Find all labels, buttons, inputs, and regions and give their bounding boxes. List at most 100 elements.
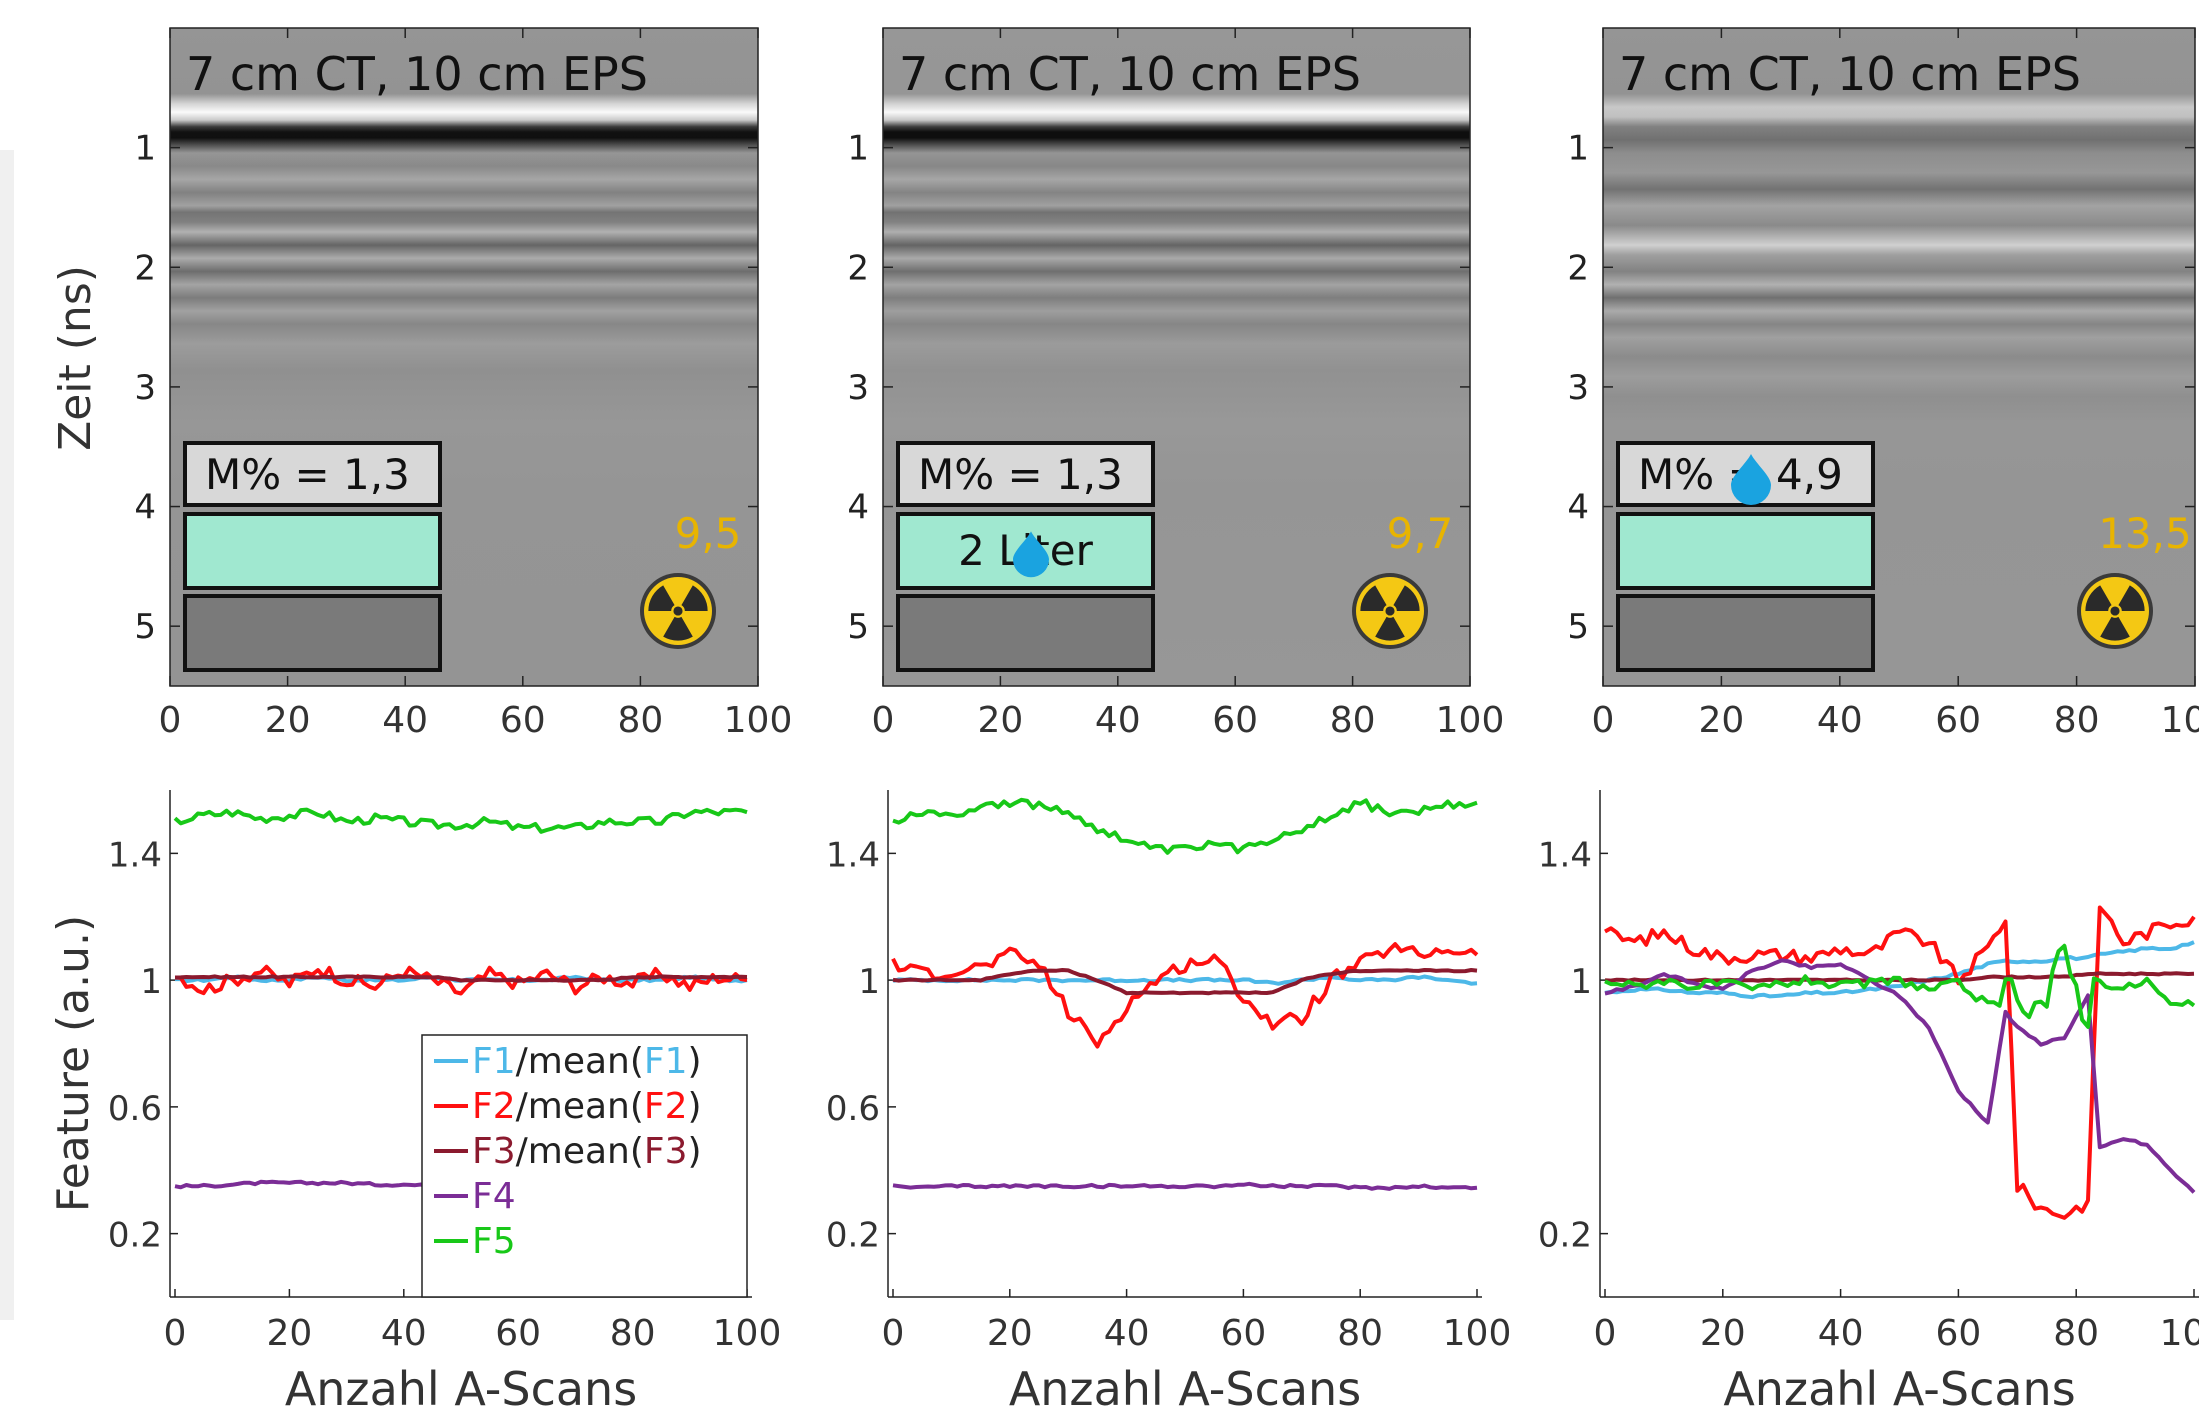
moisture-label-box — [183, 441, 442, 507]
x-tick-label: 80 — [1337, 1313, 1383, 1354]
series-line-f2 — [174, 964, 748, 996]
y-tick-label: 0.2 — [108, 1216, 162, 1256]
radargram-frame — [169, 27, 759, 687]
x-tick-label: 40 — [1104, 1313, 1150, 1354]
y-tick-label: 2 — [1567, 248, 1589, 288]
x-tick-label: 80 — [1330, 700, 1376, 741]
substrate-box — [896, 594, 1155, 672]
radargram-title: 7 cm CT, 10 cm EPS — [1619, 47, 2081, 101]
y-tick-label: 1 — [858, 962, 880, 1002]
y-tick-label: 3 — [847, 368, 869, 408]
x-tick-label: 60 — [1935, 1313, 1981, 1354]
x-tick-label: 40 — [1095, 700, 1141, 741]
y-axis-label: Zeit (ns) — [50, 265, 101, 451]
series-line-f5 — [892, 797, 1478, 855]
radargram-frame — [882, 27, 1471, 687]
x-tick-label: 60 — [500, 700, 546, 741]
legend-entry: F2/mean(F2) — [472, 1086, 702, 1127]
x-tick-label: 0 — [872, 700, 895, 741]
series-line-f3 — [892, 968, 1478, 996]
x-tick-label: 0 — [164, 1313, 187, 1354]
x-tick-label: 80 — [2053, 1313, 2099, 1354]
moisture-label: M% = 1,3 — [205, 450, 410, 499]
y-tick-label: 1 — [1567, 129, 1589, 169]
radiation-icon-blade — [663, 616, 693, 641]
x-tick-label: 60 — [495, 1313, 541, 1354]
legend-entry: F3/mean(F3) — [472, 1131, 702, 1172]
x-tick-label: 40 — [1818, 1313, 1864, 1354]
x-tick-label: 80 — [2054, 700, 2100, 741]
x-tick-label: 20 — [265, 700, 311, 741]
y-tick-label: 3 — [134, 368, 156, 408]
x-axis-label: Anzahl A-Scans — [285, 1362, 637, 1416]
x-tick-label: 80 — [617, 700, 663, 741]
y-tick-label: 1 — [1570, 962, 1592, 1002]
x-tick-label: 100 — [724, 700, 793, 741]
radiation-icon-center — [1385, 606, 1395, 616]
radiation-icon — [2077, 573, 2153, 649]
radargram-title: 7 cm CT, 10 cm EPS — [899, 47, 1361, 101]
x-tick-label: 100 — [2161, 700, 2199, 741]
x-tick-label: 20 — [987, 1313, 1033, 1354]
radiation-icon-blade — [648, 585, 675, 611]
moisture-label-box — [896, 441, 1155, 507]
y-tick-label: 0.2 — [1538, 1216, 1592, 1256]
radiation-icon-blade — [681, 585, 708, 611]
radiation-icon-center — [2110, 606, 2120, 616]
y-tick-label: 0.2 — [826, 1216, 880, 1256]
radiation-icon — [1352, 573, 1428, 649]
radiation-icon-blade — [2118, 585, 2145, 611]
x-tick-label: 0 — [159, 700, 182, 741]
y-tick-label: 0.6 — [108, 1089, 162, 1129]
x-tick-label: 100 — [2160, 1313, 2199, 1354]
x-tick-label: 60 — [1935, 700, 1981, 741]
x-tick-label: 20 — [1698, 700, 1744, 741]
substrate-box — [183, 594, 442, 672]
series-line-f1 — [892, 974, 1478, 986]
x-tick-label: 20 — [977, 700, 1023, 741]
x-tick-label: 0 — [1592, 700, 1615, 741]
left-edge-strip — [0, 150, 14, 1320]
x-tick-label: 40 — [1817, 700, 1863, 741]
radiation-icon-blade — [1375, 616, 1405, 641]
radiation-icon — [640, 573, 716, 649]
y-tick-label: 4 — [847, 488, 869, 528]
x-axis-label: Anzahl A-Scans — [1723, 1362, 2075, 1416]
y-tick-label: 1.4 — [826, 835, 880, 875]
x-axis-label: Anzahl A-Scans — [1009, 1362, 1361, 1416]
y-tick-label: 5 — [1567, 607, 1589, 647]
y-tick-label: 3 — [1567, 368, 1589, 408]
moisture-box — [1616, 512, 1875, 590]
series-line-f3 — [174, 974, 748, 983]
water-drop-icon — [1013, 531, 1049, 578]
radiation-icon-blade — [2085, 585, 2112, 611]
series-line-f5 — [173, 807, 748, 834]
radiation-icon-center — [673, 606, 683, 616]
x-tick-label: 60 — [1220, 1313, 1266, 1354]
x-tick-label: 40 — [382, 700, 428, 741]
radargram-frame — [1602, 27, 2196, 687]
feature-chart: 0.2 1 1.4 0 20 40 60 80 100 Anzahl A-Scans — [1538, 790, 2199, 1416]
y-tick-label: 4 — [134, 488, 156, 528]
y-tick-label: 1.4 — [108, 835, 162, 875]
series-line-f2 — [891, 942, 1479, 1049]
y-tick-label: 2 — [847, 248, 869, 288]
feature-chart: 0.2 0.6 1 1.4 0 20 40 60 80 100 Anzahl A-Scans Feat… — [48, 790, 781, 1416]
y-tick-label: 4 — [1567, 488, 1589, 528]
y-tick-label: 0.6 — [826, 1089, 880, 1129]
series-line-f4 — [892, 1181, 1478, 1191]
legend-entry: F5 — [472, 1221, 516, 1262]
series-line-f4 — [1604, 958, 2196, 1194]
series-line-f2 — [1604, 905, 2196, 1220]
y-tick-label: 1 — [140, 962, 162, 1002]
moisture-box — [183, 512, 442, 590]
legend-entry: F4 — [472, 1176, 516, 1217]
x-tick-label: 60 — [1212, 700, 1258, 741]
radiation-icon-blade — [1393, 585, 1420, 611]
